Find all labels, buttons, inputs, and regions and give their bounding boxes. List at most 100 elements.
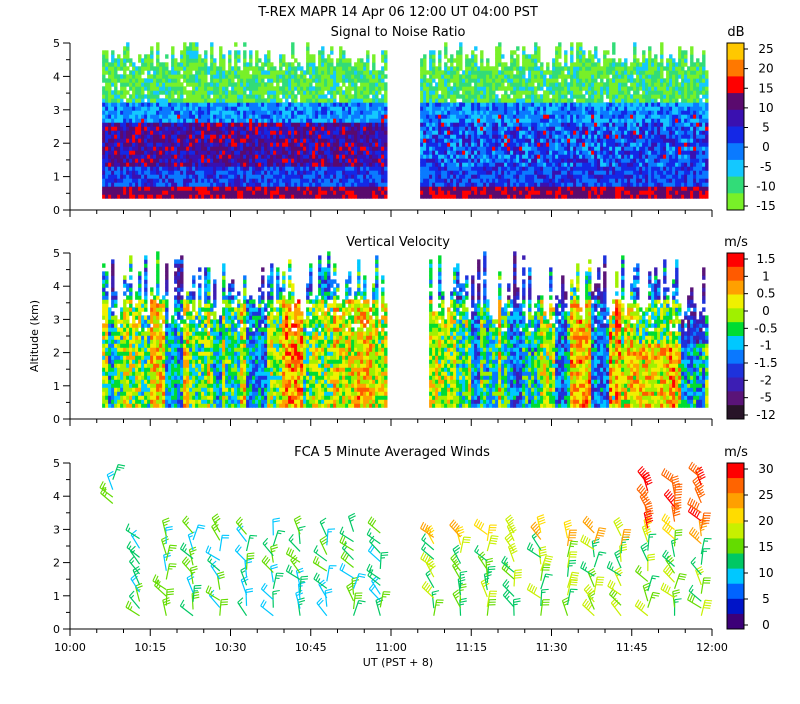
snr-cell: [135, 186, 139, 191]
snr-cell: [549, 138, 553, 143]
snr-cell: [483, 182, 487, 187]
snr-cell: [513, 66, 517, 71]
snr-cell: [561, 90, 565, 95]
snr-cell: [222, 114, 226, 119]
snr-cell: [459, 158, 463, 163]
snr-cell: [423, 150, 427, 155]
snr-cell: [300, 190, 304, 195]
snr-cell: [312, 154, 316, 159]
snr-cell: [123, 114, 127, 119]
snr-cell: [180, 110, 184, 115]
snr-cell: [285, 158, 289, 163]
snr-cell: [480, 118, 484, 123]
snr-cell: [534, 190, 538, 195]
snr-cell: [459, 162, 463, 167]
snr-cell: [135, 118, 139, 123]
snr-cell: [366, 158, 370, 163]
snr-cell: [453, 90, 457, 95]
snr-cell: [171, 166, 175, 171]
snr-cell: [207, 70, 211, 75]
snr-cell: [501, 130, 505, 135]
snr-cell: [114, 74, 118, 79]
snr-cell: [168, 118, 172, 123]
snr-cell: [120, 178, 124, 183]
snr-cell: [459, 42, 463, 47]
snr-cell: [429, 194, 433, 199]
snr-cell: [420, 62, 424, 67]
snr-cell: [126, 82, 130, 87]
snr-cell: [378, 98, 382, 103]
snr-cell: [150, 46, 154, 51]
snr-cell: [453, 178, 457, 183]
snr-cell: [198, 150, 202, 155]
snr-cell: [492, 90, 496, 95]
snr-cell: [162, 110, 166, 115]
snr-cell: [309, 162, 313, 167]
snr-cell: [450, 166, 454, 171]
snr-cell: [120, 82, 124, 87]
snr-cell: [279, 178, 283, 183]
snr-cell: [147, 170, 151, 175]
snr-cell: [522, 58, 526, 63]
snr-cell: [180, 182, 184, 187]
snr-cell: [330, 122, 334, 127]
snr-cell: [489, 98, 493, 103]
snr-cell: [558, 182, 562, 187]
snr-cell: [102, 58, 106, 63]
snr-cell: [129, 142, 133, 147]
snr-cell: [135, 130, 139, 135]
snr-cell: [543, 134, 547, 139]
snr-cell: [489, 170, 493, 175]
snr-cell: [138, 182, 142, 187]
snr-cell: [351, 74, 355, 79]
snr-cell: [180, 90, 184, 95]
snr-cell: [516, 178, 520, 183]
snr-cell: [444, 166, 448, 171]
snr-cell: [483, 166, 487, 171]
snr-cell: [312, 182, 316, 187]
snr-cell: [444, 182, 448, 187]
snr-cell: [195, 154, 199, 159]
snr-cell: [264, 166, 268, 171]
snr-cell: [543, 70, 547, 75]
snr-cell: [258, 130, 262, 135]
snr-cell: [258, 126, 262, 131]
snr-cell: [240, 162, 244, 167]
snr-cell: [300, 142, 304, 147]
snr-cell: [198, 66, 202, 71]
snr-cell: [216, 166, 220, 171]
snr-cell: [153, 186, 157, 191]
snr-cell: [459, 110, 463, 115]
snr-cell: [297, 142, 301, 147]
snr-cell: [132, 74, 136, 79]
snr-cell: [363, 186, 367, 191]
snr-cell: [183, 114, 187, 119]
snr-cell: [432, 54, 436, 59]
snr-cell: [309, 90, 313, 95]
snr-cell: [378, 78, 382, 83]
snr-cell: [552, 178, 556, 183]
snr-cell: [174, 186, 178, 191]
snr-cell: [129, 174, 133, 179]
snr-cell: [360, 138, 364, 143]
snr-cell: [435, 126, 439, 131]
snr-cell: [183, 174, 187, 179]
snr-cell: [456, 78, 460, 83]
snr-cell: [450, 194, 454, 199]
snr-cell: [186, 94, 190, 99]
snr-cell: [450, 158, 454, 163]
snr-cell: [345, 90, 349, 95]
snr-cell: [459, 86, 463, 91]
snr-cell: [120, 170, 124, 175]
snr-cell: [252, 134, 256, 139]
snr-cell: [549, 158, 553, 163]
snr-cell: [432, 178, 436, 183]
snr-cell: [354, 150, 358, 155]
snr-cell: [489, 158, 493, 163]
snr-cell: [153, 154, 157, 159]
snr-cell: [429, 106, 433, 111]
snr-cell: [309, 74, 313, 79]
snr-cell: [510, 62, 514, 67]
snr-cell: [366, 186, 370, 191]
snr-cell: [549, 134, 553, 139]
